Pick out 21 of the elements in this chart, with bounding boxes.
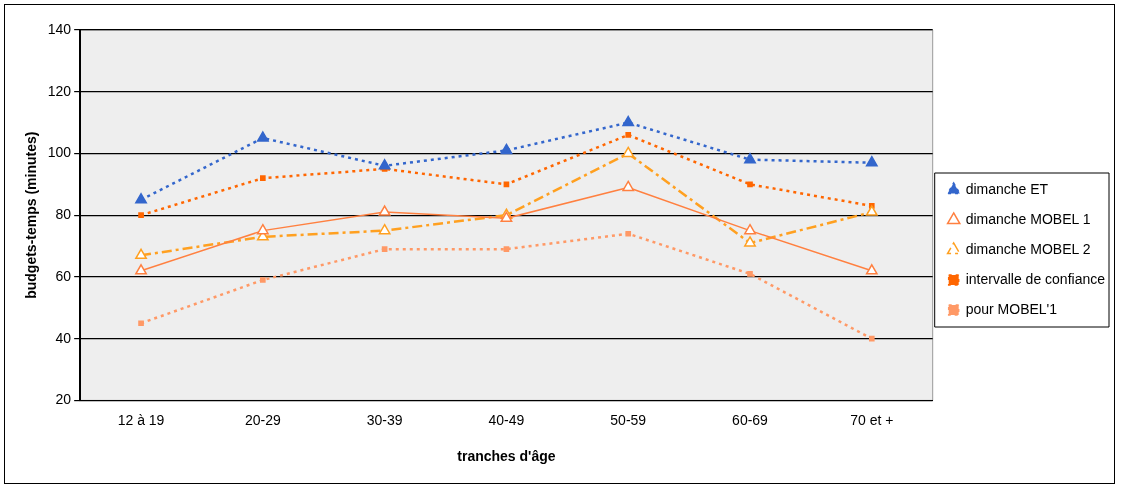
x-tick-label: 70 et + <box>850 411 894 428</box>
x-tick-label: 60-69 <box>732 411 769 428</box>
y-tick-label: 120 <box>47 82 72 99</box>
x-axis-title: tranches d'âge <box>457 448 556 465</box>
y-tick-label: 20 <box>55 391 72 408</box>
legend-label: intervalle de confiance <box>965 270 1106 287</box>
legend-label: pour MOBEL'1 <box>965 300 1058 317</box>
y-axis-title: budgets-temps (minutes) <box>23 131 40 299</box>
y-tick-label: 60 <box>55 267 72 284</box>
y-tick-label: 40 <box>55 329 72 346</box>
x-tick-label: 50-59 <box>610 411 647 428</box>
x-tick-label: 40-49 <box>488 411 525 428</box>
y-tick-label: 80 <box>55 206 72 223</box>
legend-label: dimanche MOBEL 1 <box>965 210 1091 227</box>
x-tick-label: 20-29 <box>244 411 281 428</box>
legend-label: dimanche MOBEL 2 <box>965 240 1091 257</box>
legend-label: dimanche ET <box>965 180 1049 197</box>
x-tick-label: 12 à 19 <box>117 411 165 428</box>
y-tick-label: 100 <box>47 144 72 161</box>
y-tick-label: 140 <box>47 20 72 37</box>
x-tick-label: 30-39 <box>366 411 403 428</box>
